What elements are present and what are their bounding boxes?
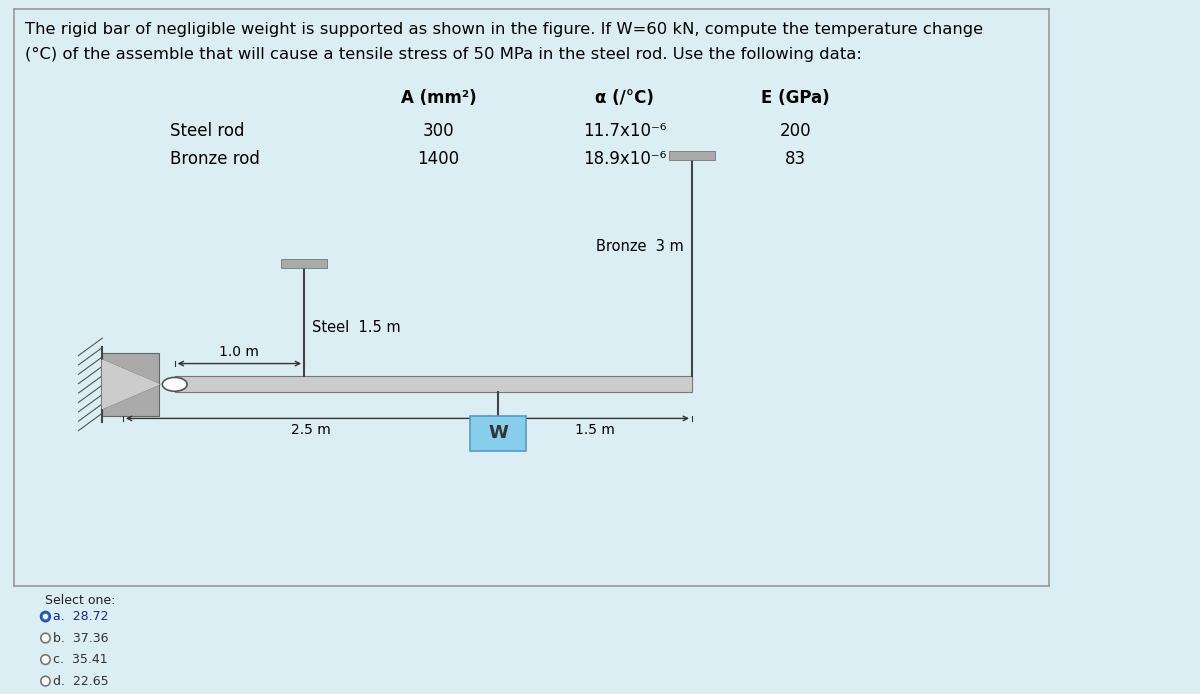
- Bar: [102, 353, 160, 416]
- Circle shape: [41, 676, 50, 686]
- Circle shape: [43, 615, 47, 618]
- Text: 300: 300: [422, 121, 455, 139]
- Polygon shape: [102, 360, 160, 409]
- Text: E (GPa): E (GPa): [761, 89, 829, 107]
- Text: A (mm²): A (mm²): [401, 89, 476, 107]
- Circle shape: [41, 654, 50, 664]
- Bar: [281, 260, 328, 268]
- Text: c.  35.41: c. 35.41: [53, 653, 107, 666]
- Bar: [175, 376, 692, 392]
- Text: 2.5 m: 2.5 m: [290, 423, 330, 437]
- Text: 1400: 1400: [418, 151, 460, 169]
- Text: 83: 83: [785, 151, 806, 169]
- Text: The rigid bar of negligible weight is supported as shown in the figure. If W=60 : The rigid bar of negligible weight is su…: [25, 22, 983, 37]
- Text: a.  28.72: a. 28.72: [53, 610, 108, 623]
- Text: b.  37.36: b. 37.36: [53, 632, 108, 645]
- Circle shape: [41, 633, 50, 643]
- Text: 18.9x10⁻⁶: 18.9x10⁻⁶: [583, 151, 666, 169]
- Text: W: W: [488, 425, 508, 442]
- Text: Bronze  3 m: Bronze 3 m: [596, 239, 684, 254]
- Circle shape: [162, 378, 187, 391]
- Text: 11.7x10⁻⁶: 11.7x10⁻⁶: [583, 121, 666, 139]
- Text: Select one:: Select one:: [46, 594, 116, 607]
- Text: 1.0 m: 1.0 m: [220, 345, 259, 359]
- Text: Steel rod: Steel rod: [169, 121, 244, 139]
- Text: d.  22.65: d. 22.65: [53, 675, 108, 688]
- Circle shape: [41, 611, 50, 621]
- Bar: [668, 151, 715, 160]
- Text: (°C) of the assemble that will cause a tensile stress of 50 MPa in the steel rod: (°C) of the assemble that will cause a t…: [25, 46, 862, 62]
- Bar: [469, 416, 527, 450]
- Text: α (/°C): α (/°C): [595, 89, 654, 107]
- Text: 1.5 m: 1.5 m: [575, 423, 614, 437]
- Text: Steel  1.5 m: Steel 1.5 m: [312, 320, 401, 335]
- Text: 200: 200: [780, 121, 811, 139]
- Text: Bronze rod: Bronze rod: [169, 151, 259, 169]
